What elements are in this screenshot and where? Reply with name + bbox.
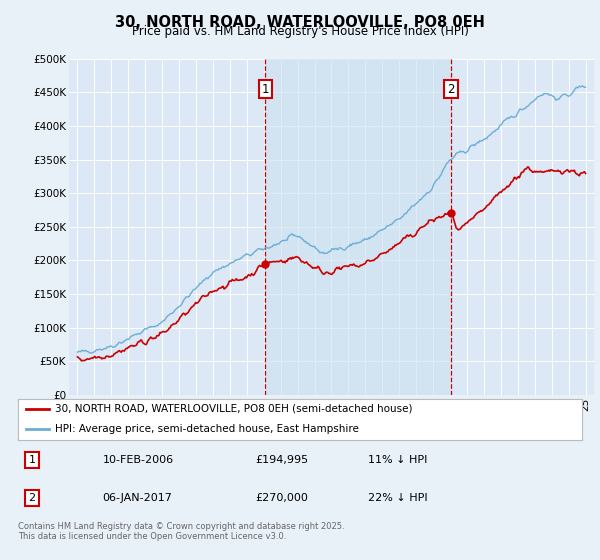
Text: 30, NORTH ROAD, WATERLOOVILLE, PO8 0EH (semi-detached house): 30, NORTH ROAD, WATERLOOVILLE, PO8 0EH (…	[55, 404, 412, 414]
Bar	[265, 59, 451, 395]
Text: Contains HM Land Registry data © Crown copyright and database right 2025.
This d: Contains HM Land Registry data © Crown c…	[18, 522, 344, 542]
Text: 30, NORTH ROAD, WATERLOOVILLE, PO8 0EH: 30, NORTH ROAD, WATERLOOVILLE, PO8 0EH	[115, 15, 485, 30]
Text: 2: 2	[447, 82, 455, 96]
Text: £270,000: £270,000	[255, 493, 308, 503]
Text: 10-FEB-2006: 10-FEB-2006	[103, 455, 174, 465]
Text: 2: 2	[29, 493, 35, 503]
Text: 06-JAN-2017: 06-JAN-2017	[103, 493, 172, 503]
Text: 1: 1	[262, 82, 269, 96]
Text: £194,995: £194,995	[255, 455, 308, 465]
Text: 1: 1	[29, 455, 35, 465]
Text: Price paid vs. HM Land Registry's House Price Index (HPI): Price paid vs. HM Land Registry's House …	[131, 25, 469, 38]
Text: HPI: Average price, semi-detached house, East Hampshire: HPI: Average price, semi-detached house,…	[55, 424, 359, 435]
Text: 22% ↓ HPI: 22% ↓ HPI	[368, 493, 427, 503]
Text: 11% ↓ HPI: 11% ↓ HPI	[368, 455, 427, 465]
